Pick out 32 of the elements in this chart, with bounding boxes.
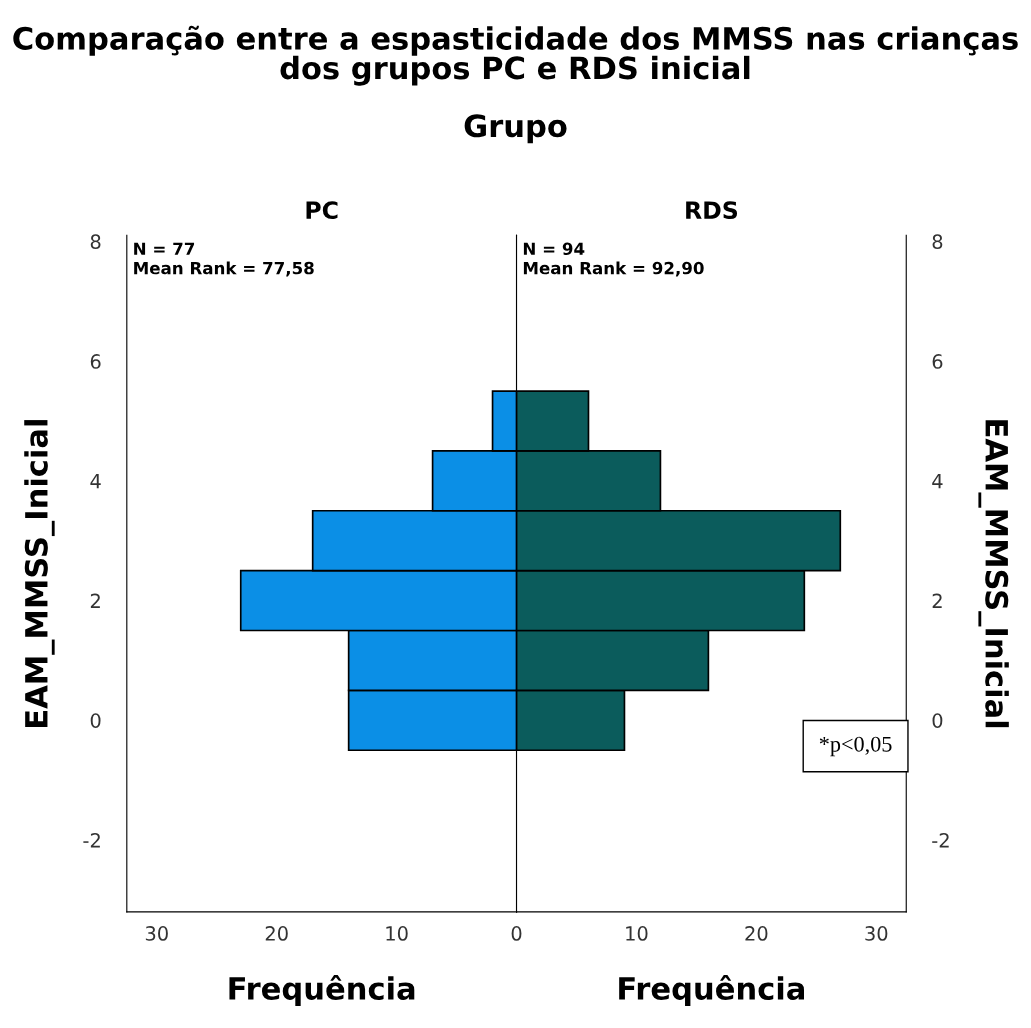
chart-subtitle: Grupo: [464, 114, 567, 144]
annotation: Mean Rank = 92,90: [523, 261, 704, 277]
chart-title: Comparação entre a espasticidade dos MMSS nas crianças dos grupos PC e RDS inicial: [13, 25, 1018, 86]
text: PC: [306, 201, 338, 220]
annotation: N = 94: [523, 242, 585, 256]
annotation: *p<0,05: [819, 736, 892, 757]
x-tick-label: 20: [745, 926, 768, 941]
y-tick-label: 4: [90, 474, 101, 489]
y-axis-title: EAM_MMSS_Inicial: [978, 420, 1009, 728]
annotation: Mean Rank = 77,58: [134, 261, 314, 277]
text: RDS: [686, 201, 738, 220]
y-tick-label: -2: [932, 832, 949, 848]
y-tick-label: 2: [932, 593, 942, 608]
y-tick-label: 8: [90, 234, 101, 250]
y-tick-label: 4: [932, 474, 943, 489]
y-tick-label: 0: [932, 713, 943, 728]
y-tick-label: -2: [83, 832, 100, 848]
annotation: N = 77: [134, 242, 195, 255]
y-axis-title: EAM_MMSS_Inicial: [24, 420, 55, 727]
y-tick-label: 2: [90, 593, 100, 608]
y-tick-label: 8: [932, 234, 943, 250]
x-tick-label: 0: [511, 926, 522, 941]
x-axis-title: Frequência: [229, 975, 415, 1006]
y-tick-label: 6: [90, 354, 101, 369]
x-tick-label: 10: [626, 926, 648, 941]
y-tick-label: 0: [90, 713, 101, 728]
x-tick-label: 30: [865, 926, 888, 941]
x-tick-label: 10: [386, 926, 408, 941]
x-tick-label: 30: [145, 926, 168, 941]
x-tick-label: 20: [265, 926, 288, 941]
y-tick-label: 6: [932, 354, 943, 369]
x-axis-title: Frequência: [619, 975, 804, 1006]
